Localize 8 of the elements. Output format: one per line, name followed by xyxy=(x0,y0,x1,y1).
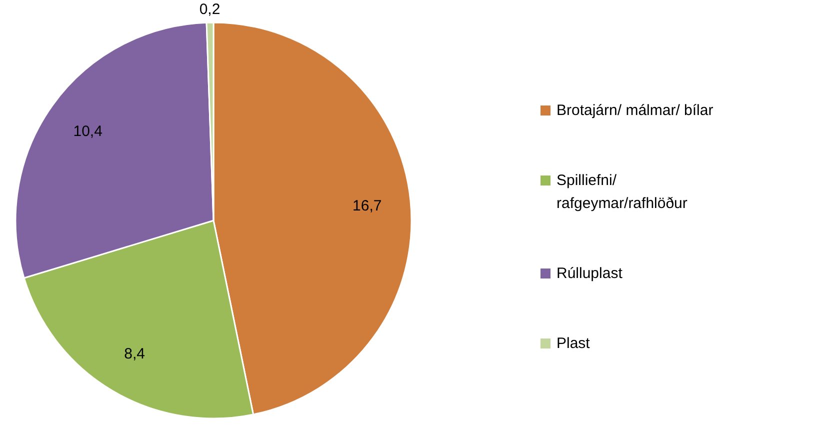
legend-label: Spilliefni/ rafgeymar/rafhlöður xyxy=(556,172,688,212)
data-label: 10,4 xyxy=(73,123,102,140)
legend-label: Plast xyxy=(556,335,591,352)
data-label: 0,2 xyxy=(199,1,220,18)
data-label: 16,7 xyxy=(352,197,382,214)
legend-label: Rúlluplast xyxy=(556,265,624,282)
legend-label: Brotajárn/ málmar/ bílar xyxy=(556,102,714,119)
data-label: 8,4 xyxy=(124,346,145,363)
